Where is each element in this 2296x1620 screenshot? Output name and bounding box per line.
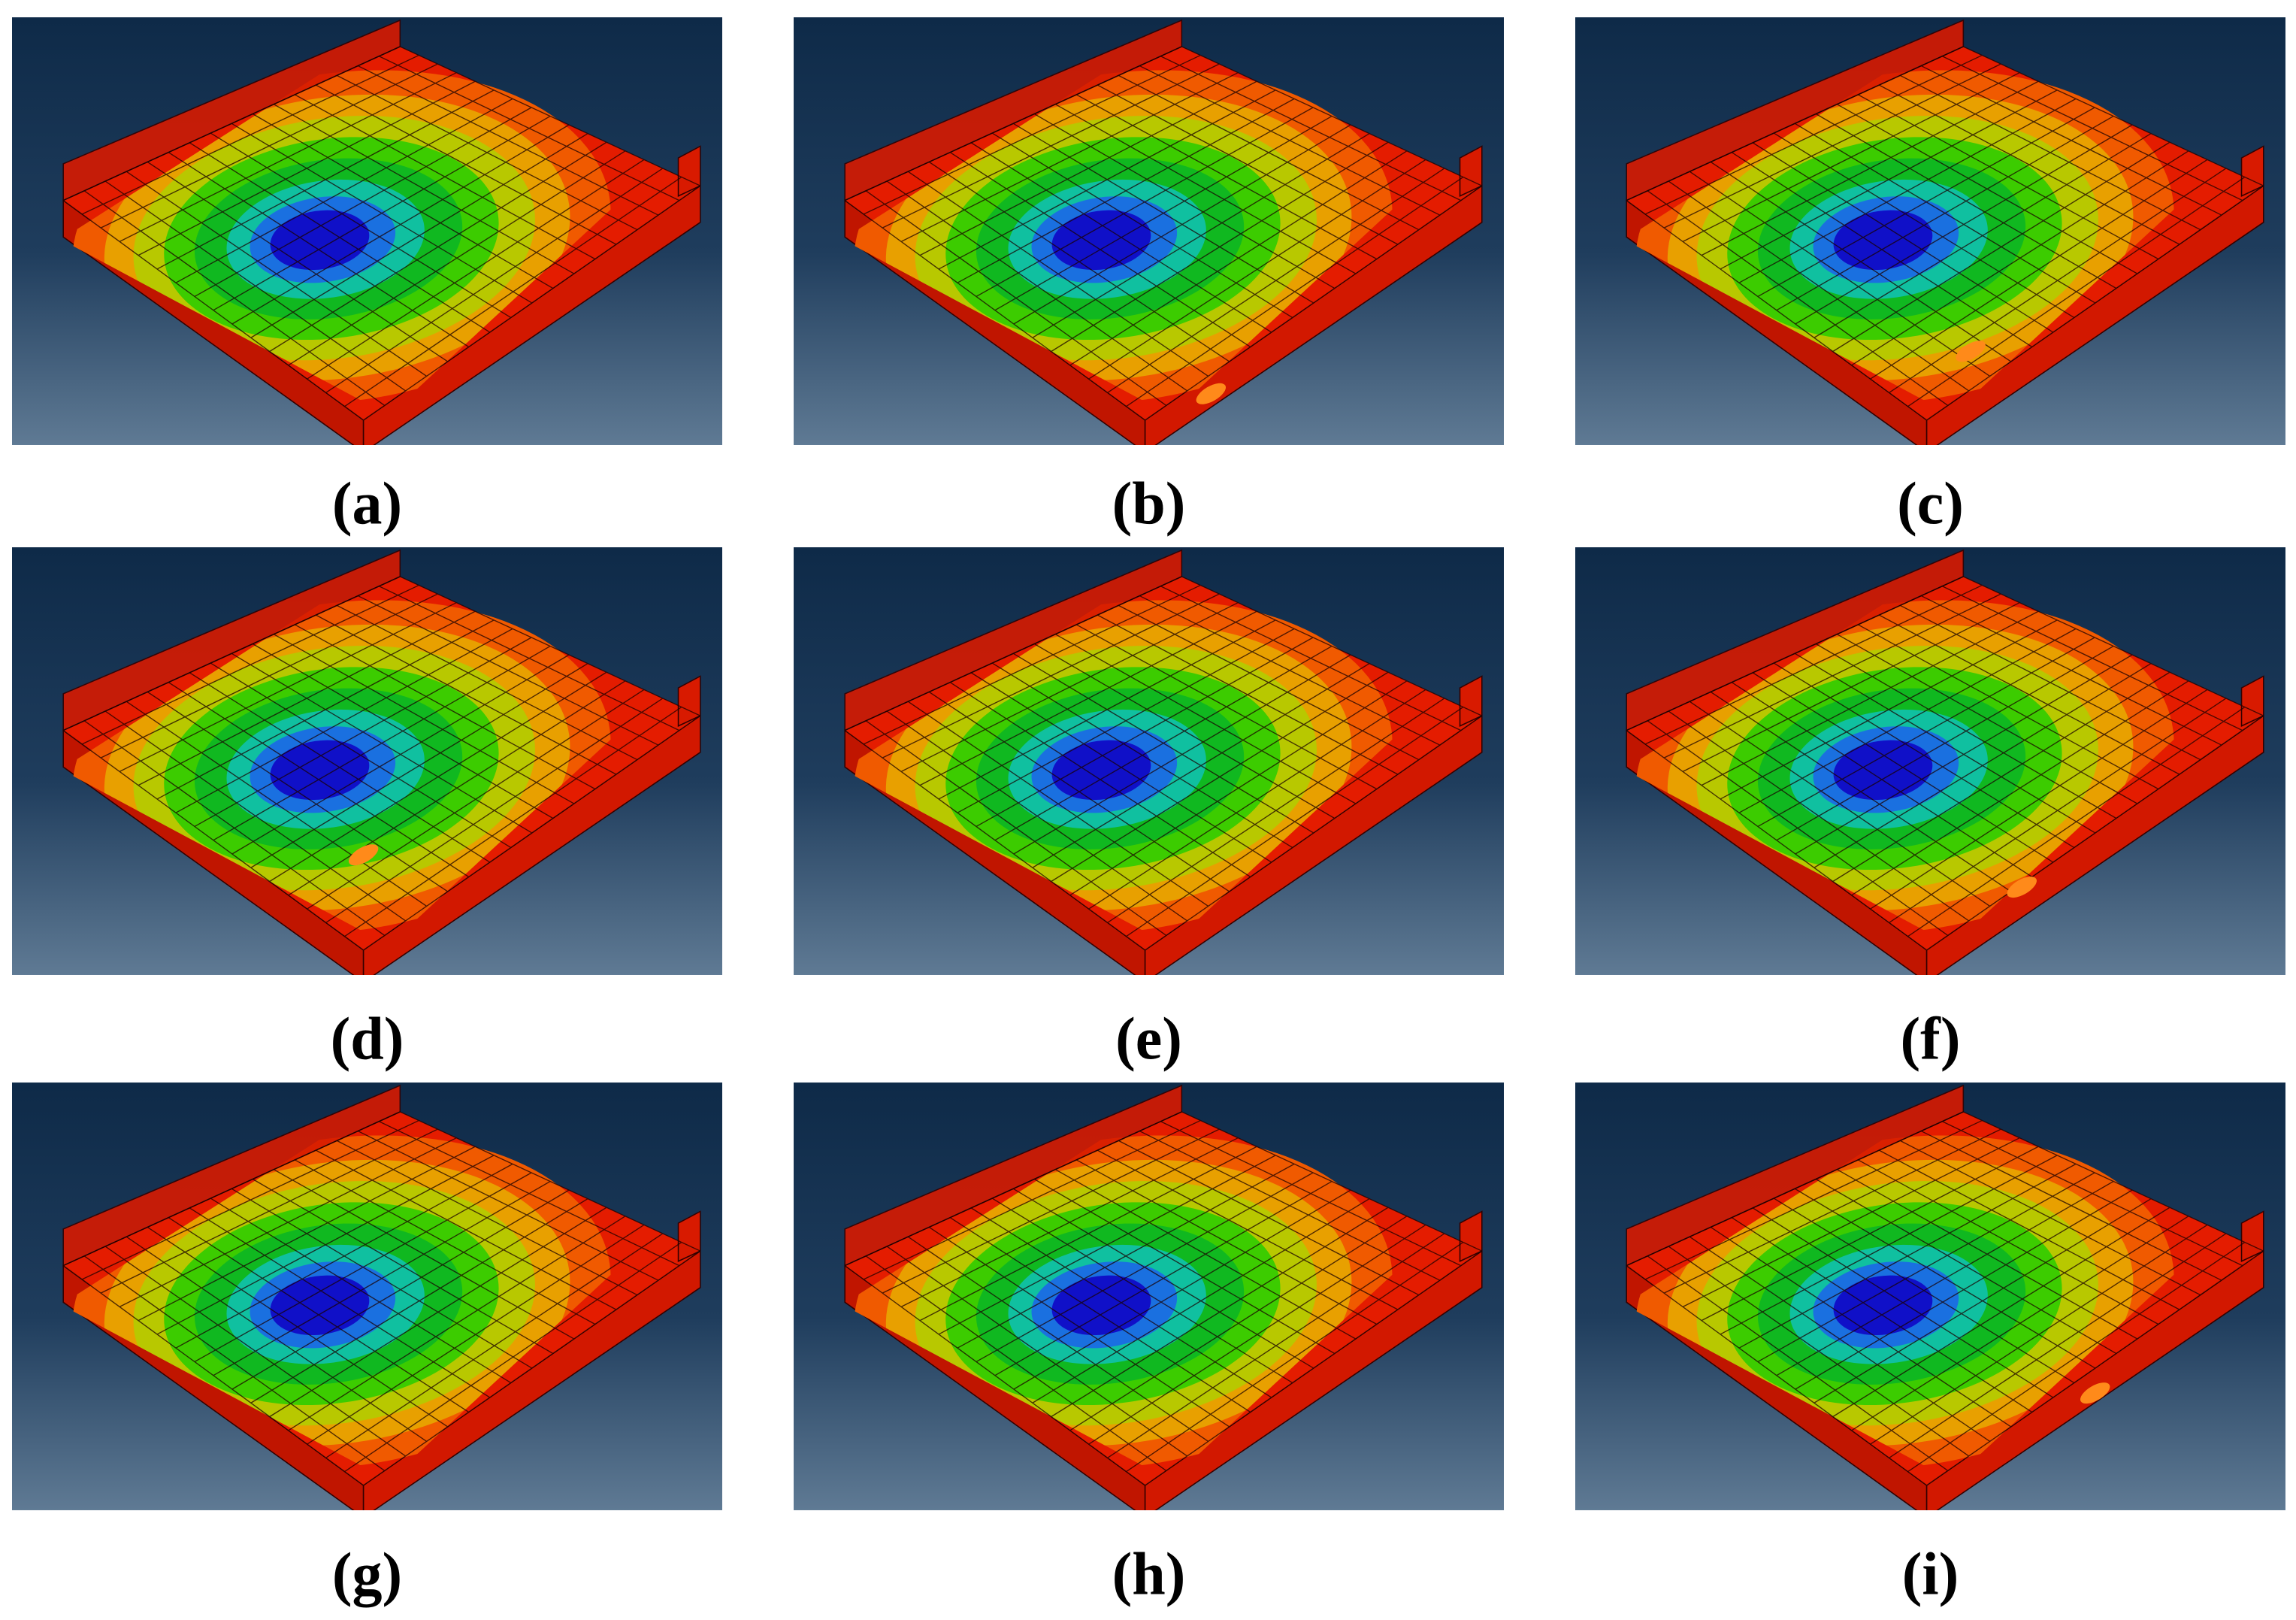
panel-label: (b) <box>1112 471 1186 537</box>
load-marker <box>2080 1382 2110 1404</box>
contour-image <box>12 1083 722 1518</box>
load-marker <box>1196 383 1227 404</box>
contour-image <box>1575 547 2285 983</box>
contour-image <box>12 17 722 453</box>
contour-image <box>12 547 722 983</box>
panel-label: (c) <box>1897 471 1964 537</box>
load-marker <box>2007 877 2037 898</box>
panel-label: (d) <box>331 1006 404 1072</box>
panels: (a) (b) (c) (d) (e) (f) (g) (h) (i) <box>12 17 2285 1607</box>
contour-image <box>1575 17 2285 453</box>
panel-label: (f) <box>1901 1006 1961 1072</box>
panel-label: (h) <box>1112 1541 1186 1607</box>
panel-label: (g) <box>332 1541 402 1607</box>
contour-image <box>794 17 1504 453</box>
panel-label: (e) <box>1115 1006 1182 1072</box>
panel-label: (i) <box>1902 1541 1959 1607</box>
panel-label: (a) <box>332 471 402 537</box>
contour-image <box>794 547 1504 983</box>
load-marker <box>348 844 379 866</box>
load-marker <box>1956 341 1986 362</box>
contour-image <box>1575 1083 2285 1518</box>
contour-image <box>794 1083 1504 1518</box>
